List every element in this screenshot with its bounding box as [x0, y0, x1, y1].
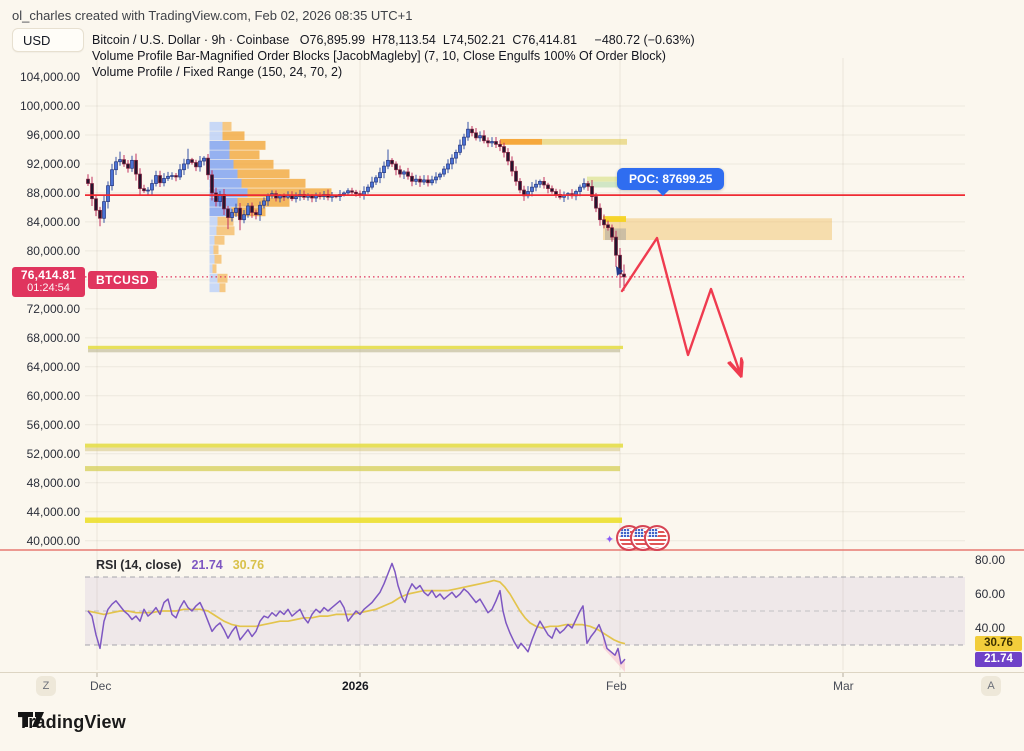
tradingview-logo-icon [18, 712, 44, 727]
current-price-tag: 76,414.81 01:24:54 [12, 267, 85, 297]
bar-countdown: 01:24:54 [27, 282, 70, 294]
current-price-value: 76,414.81 [20, 268, 77, 282]
timezone-button[interactable]: Z [36, 676, 56, 696]
price-axis-label: 68,000.00 [26, 330, 80, 345]
price-axis-label: 92,000.00 [26, 156, 80, 171]
us-flag-emoji-icon[interactable] [644, 525, 670, 551]
price-axis-label: 52,000.00 [26, 446, 80, 461]
price-axis-label: 60,000.00 [26, 388, 80, 403]
time-axis-label[interactable]: Dec [90, 679, 112, 693]
rsi-value: 21.74 [191, 558, 223, 572]
time-axis[interactable] [0, 672, 1024, 699]
price-axis-label: 40,000.00 [26, 533, 80, 548]
currency-button[interactable]: USD [12, 28, 84, 52]
watermark: ol_charles created with TradingView.com,… [12, 8, 413, 23]
price-axis-label: 100,000.00 [19, 98, 80, 113]
ohlc-segment: O76,895.99 [299, 33, 366, 47]
symbol-badge: BTCUSD [88, 271, 157, 289]
price-axis-label: 48,000.00 [26, 475, 80, 490]
price-axis-label: 104,000.00 [19, 70, 80, 84]
time-axis-label[interactable]: Mar [833, 679, 854, 693]
legend-line-symbol[interactable]: Bitcoin / U.S. Dollar · 9h · Coinbase O7… [92, 32, 702, 48]
currency-button-label: USD [23, 32, 51, 48]
price-axis-label: 64,000.00 [26, 359, 80, 374]
change-value: −480.72 (−0.63%) [594, 33, 695, 47]
price-axis-label: 56,000.00 [26, 417, 80, 432]
tradingview-logo[interactable]: TradingView [18, 712, 126, 733]
rsi-axis-label: 80.00 [975, 553, 1006, 567]
rsi-value-badge: 21.74 [975, 651, 1022, 667]
auto-scale-button[interactable]: A [981, 676, 1001, 696]
time-axis-label[interactable]: Feb [606, 679, 627, 693]
rsi-axis-label: 40.00 [975, 621, 1006, 635]
time-axis-label[interactable]: 2026 [342, 679, 369, 693]
price-axis-label: 88,000.00 [26, 185, 80, 200]
price-axis-label: 80,000.00 [26, 243, 80, 258]
ohlc-values: O76,895.99 H78,113.54 L74,502.21 C76,414.81 [300, 33, 584, 47]
poc-tooltip: POC: 87699.25 [617, 168, 725, 196]
chart-legend: Bitcoin / U.S. Dollar · 9h · Coinbase O7… [92, 32, 702, 80]
rsi-axis-label: 60.00 [975, 587, 1006, 601]
price-axis-label: 72,000.00 [26, 301, 80, 316]
tradingview-logo-text: TradingView [18, 712, 126, 732]
ohlc-segment: L74,502.21 [442, 33, 506, 47]
price-axis-label: 84,000.00 [26, 214, 80, 229]
sparkle-icon: ✦ [605, 534, 615, 546]
rsi-value-badge: 30.76 [975, 636, 1022, 652]
ohlc-segment: C76,414.81 [512, 33, 578, 47]
rsi-title: RSI (14, close) [96, 558, 182, 572]
price-axis-label: 44,000.00 [26, 504, 80, 519]
price-axis-label: 96,000.00 [26, 127, 80, 142]
rsi-ma-value: 30.76 [232, 558, 265, 572]
legend-line-indicator-1[interactable]: Volume Profile Bar-Magnified Order Block… [92, 49, 666, 63]
symbol-title: Bitcoin / U.S. Dollar · 9h · Coinbase [92, 33, 290, 47]
legend-line-indicator-2[interactable]: Volume Profile / Fixed Range (150, 24, 7… [92, 65, 343, 79]
ohlc-segment: H78,113.54 [372, 33, 436, 47]
rsi-legend[interactable]: RSI (14, close) 21.74 30.76 [96, 558, 264, 572]
